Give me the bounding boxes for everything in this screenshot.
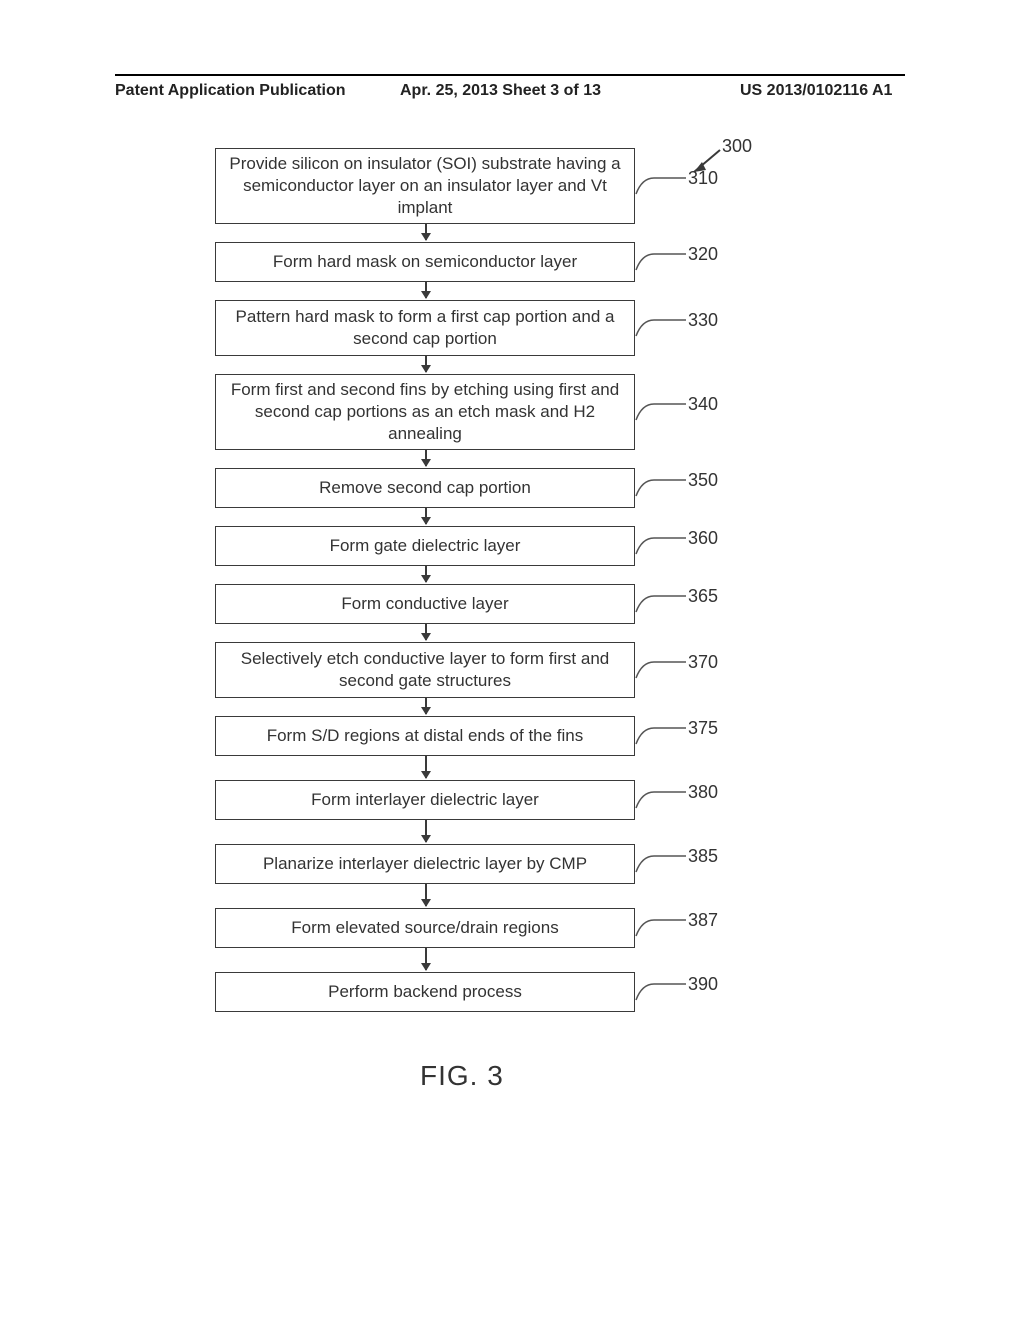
header-rule (115, 74, 905, 76)
leader-line (634, 980, 690, 1004)
leader-line (634, 174, 690, 198)
step-box: Form first and second fins by etching us… (215, 374, 635, 450)
step-number: 370 (688, 652, 718, 673)
figure-id-label: 300 (722, 136, 752, 157)
step-text: Form elevated source/drain regions (291, 917, 558, 939)
step-text: Form hard mask on semiconductor layer (273, 251, 577, 273)
step-text: Selectively etch conductive layer to for… (228, 648, 622, 692)
flow-arrow-icon (425, 884, 427, 906)
step-number: 365 (688, 586, 718, 607)
step-text: Form interlayer dielectric layer (311, 789, 539, 811)
step-box: Form interlayer dielectric layer (215, 780, 635, 820)
step-text: Perform backend process (328, 981, 522, 1003)
step-number: 360 (688, 528, 718, 549)
flow-arrow-icon (425, 450, 427, 466)
step-number: 390 (688, 974, 718, 995)
leader-line (634, 316, 690, 340)
step-box: Perform backend process (215, 972, 635, 1012)
leader-line (634, 476, 690, 500)
step-text: Form gate dielectric layer (330, 535, 521, 557)
flow-arrow-icon (425, 224, 427, 240)
step-text: Provide silicon on insulator (SOI) subst… (228, 153, 622, 219)
flow-arrow-icon (425, 756, 427, 778)
leader-line (634, 400, 690, 424)
step-number: 340 (688, 394, 718, 415)
leader-line (634, 534, 690, 558)
step-text: Form conductive layer (341, 593, 508, 615)
step-box: Form gate dielectric layer (215, 526, 635, 566)
flow-arrow-icon (425, 282, 427, 298)
step-box: Provide silicon on insulator (SOI) subst… (215, 148, 635, 224)
leader-line (634, 250, 690, 274)
step-number: 310 (688, 168, 718, 189)
flow-arrow-icon (425, 508, 427, 524)
step-box: Form S/D regions at distal ends of the f… (215, 716, 635, 756)
leader-line (634, 658, 690, 682)
step-text: Planarize interlayer dielectric layer by… (263, 853, 587, 875)
header-center: Apr. 25, 2013 Sheet 3 of 13 (400, 82, 601, 100)
flow-arrow-icon (425, 356, 427, 372)
flow-arrow-icon (425, 820, 427, 842)
leader-line (634, 788, 690, 812)
step-number: 380 (688, 782, 718, 803)
step-number: 320 (688, 244, 718, 265)
step-text: Form S/D regions at distal ends of the f… (267, 725, 584, 747)
step-text: Form first and second fins by etching us… (228, 379, 622, 445)
step-text: Remove second cap portion (319, 477, 531, 499)
flow-arrow-icon (425, 566, 427, 582)
step-number: 330 (688, 310, 718, 331)
step-box: Pattern hard mask to form a first cap po… (215, 300, 635, 356)
step-number: 385 (688, 846, 718, 867)
figure-caption: FIG. 3 (420, 1060, 504, 1092)
step-box: Selectively etch conductive layer to for… (215, 642, 635, 698)
header-left: Patent Application Publication (115, 82, 346, 100)
step-number: 387 (688, 910, 718, 931)
flow-arrow-icon (425, 624, 427, 640)
step-box: Form hard mask on semiconductor layer (215, 242, 635, 282)
leader-line (634, 916, 690, 940)
step-box: Form conductive layer (215, 584, 635, 624)
leader-line (634, 852, 690, 876)
flow-arrow-icon (425, 698, 427, 714)
leader-line (634, 724, 690, 748)
header-right: US 2013/0102116 A1 (740, 82, 892, 100)
leader-line (634, 592, 690, 616)
step-number: 375 (688, 718, 718, 739)
step-box: Remove second cap portion (215, 468, 635, 508)
step-box: Form elevated source/drain regions (215, 908, 635, 948)
step-number: 350 (688, 470, 718, 491)
step-text: Pattern hard mask to form a first cap po… (228, 306, 622, 350)
step-box: Planarize interlayer dielectric layer by… (215, 844, 635, 884)
flow-arrow-icon (425, 948, 427, 970)
